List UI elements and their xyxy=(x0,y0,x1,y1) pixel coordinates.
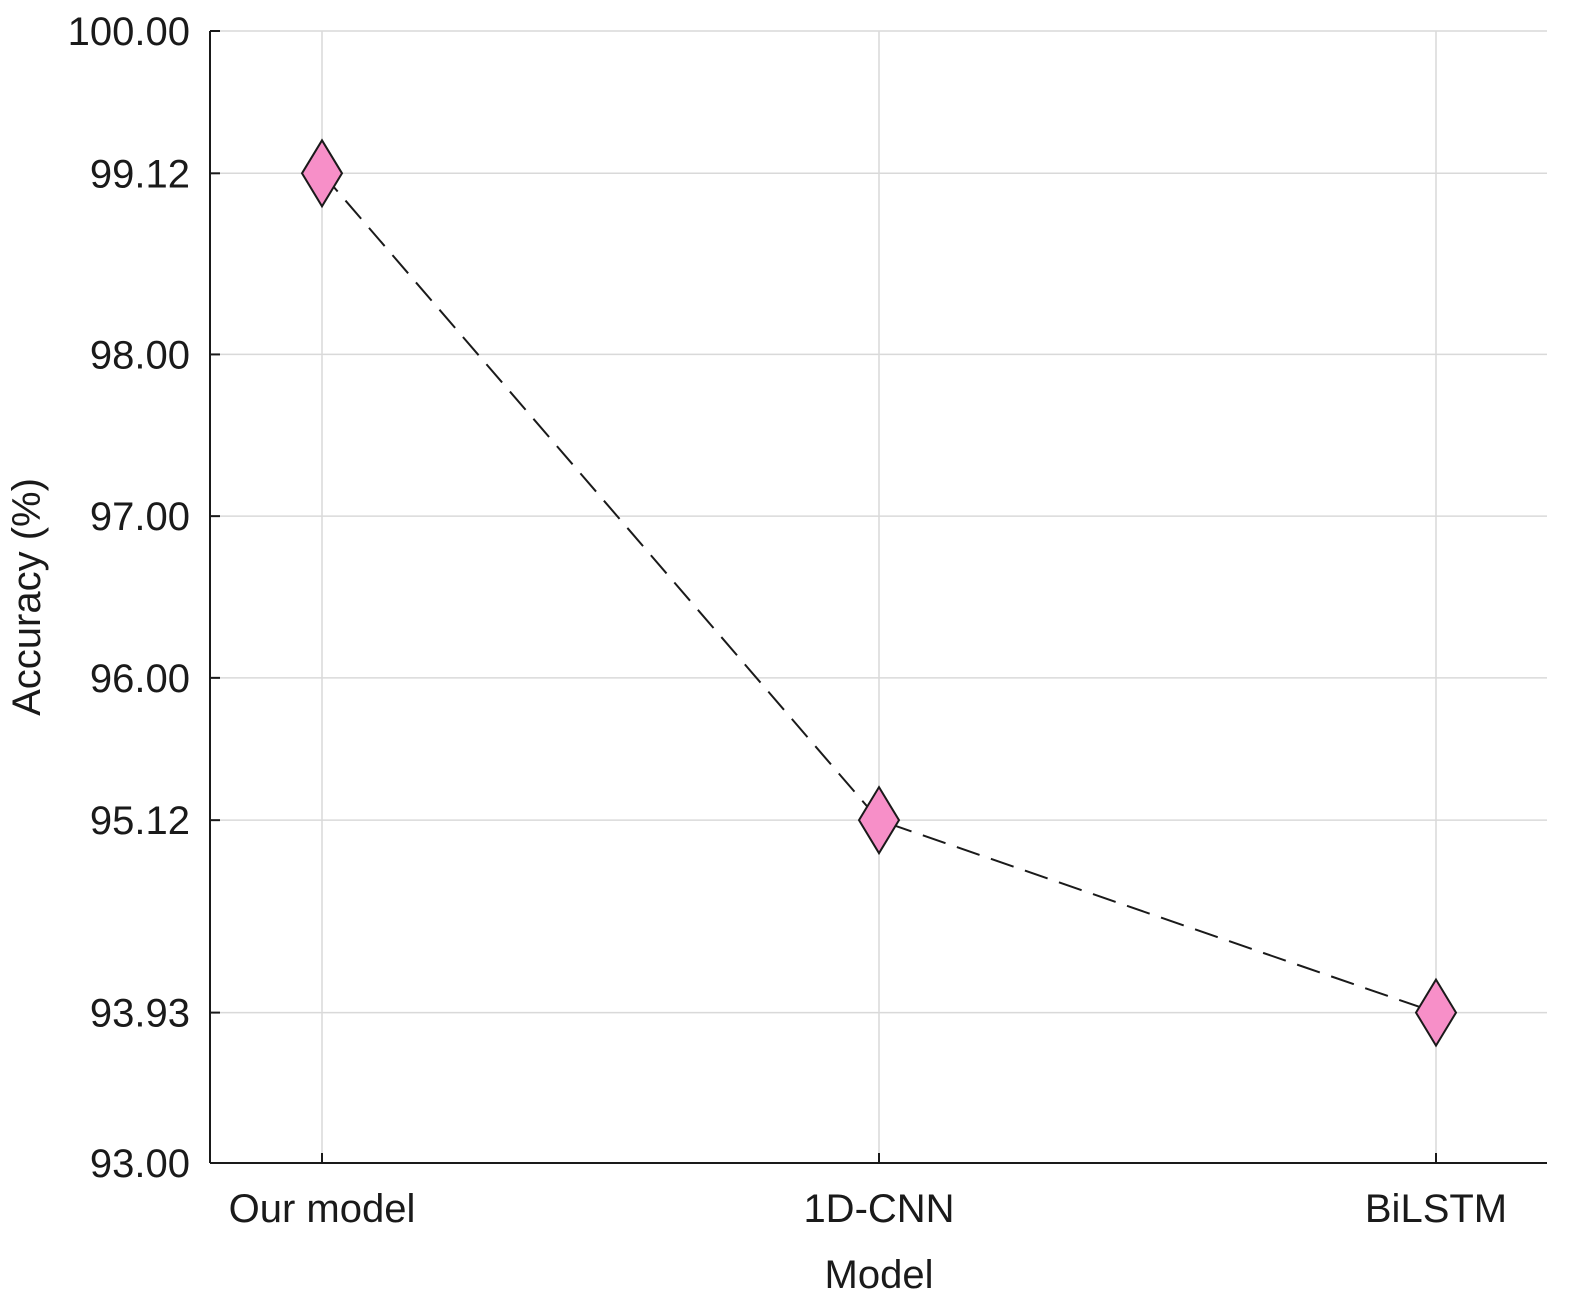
series-group xyxy=(300,138,1458,1048)
y-axis-title: Accuracy (%) xyxy=(5,478,49,716)
y-tick-label: 97.00 xyxy=(90,495,190,539)
axis-ticks: 93.00 93.93 95.12 96.00 97.00 98.00 99.12 100.0… xyxy=(68,10,1507,1231)
data-point-marker xyxy=(300,138,344,209)
series-line xyxy=(321,172,1437,1014)
data-point-marker xyxy=(1414,977,1458,1048)
grid-lines xyxy=(210,30,1547,1164)
y-tick-label: 99.12 xyxy=(90,152,190,196)
y-tick-label: 98.00 xyxy=(90,333,190,377)
y-tick-label: 96.00 xyxy=(90,657,190,701)
y-tick-label: 100.00 xyxy=(68,10,190,54)
y-tick-label: 93.00 xyxy=(90,1142,190,1186)
x-tick-label: 1D-CNN xyxy=(803,1187,954,1231)
y-tick-label: 93.93 xyxy=(90,992,190,1036)
data-point-marker xyxy=(857,785,901,856)
x-axis-title: Model xyxy=(825,1253,934,1297)
y-tick-label: 95.12 xyxy=(90,799,190,843)
x-tick-label: BiLSTM xyxy=(1365,1187,1507,1231)
x-tick-label: Our model xyxy=(229,1187,416,1231)
